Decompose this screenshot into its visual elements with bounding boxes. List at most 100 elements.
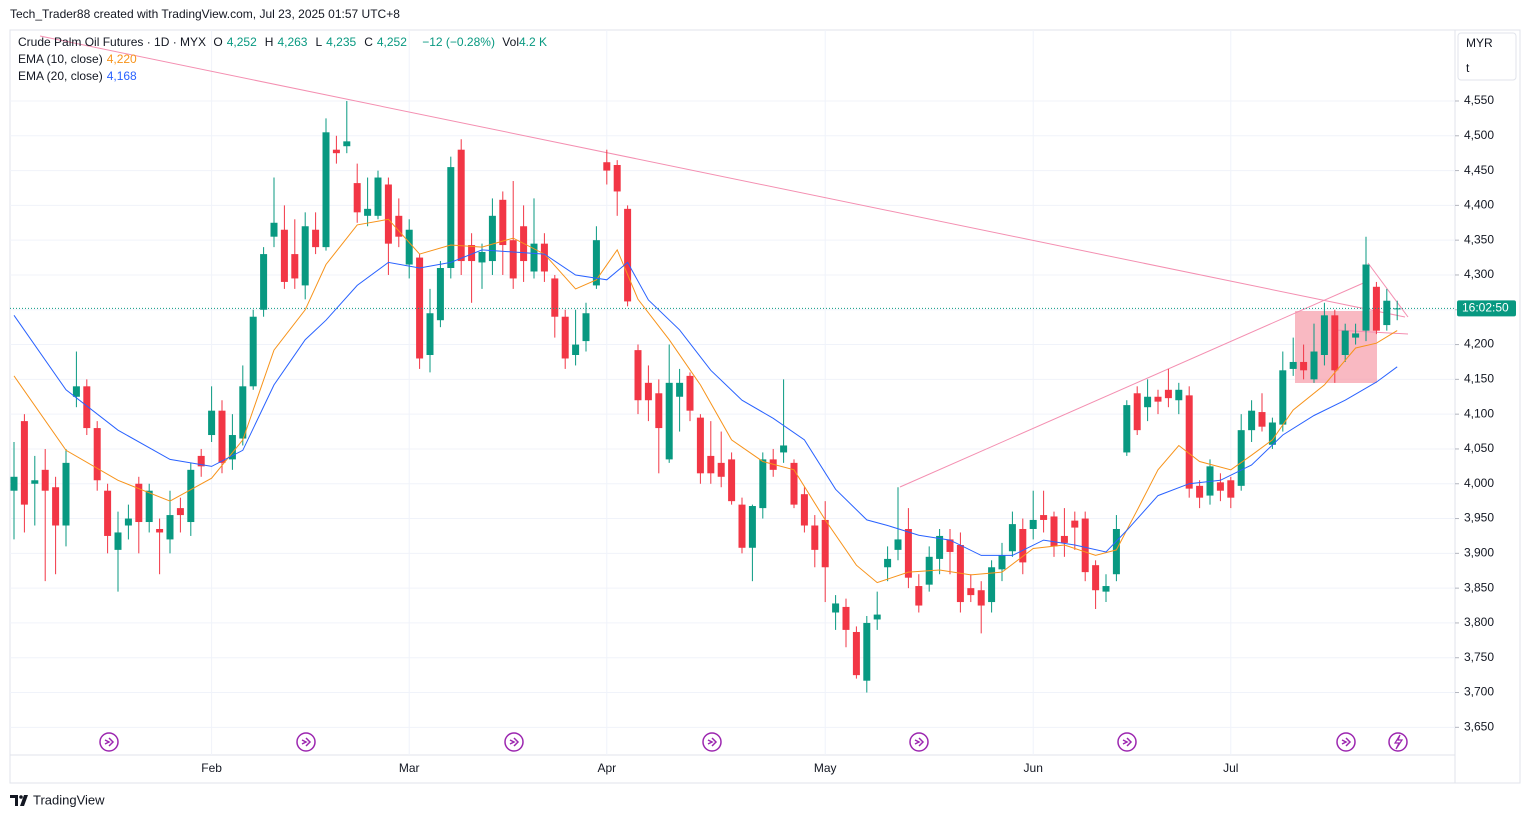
candle <box>624 205 632 307</box>
candle-body <box>374 177 382 216</box>
candle-body <box>416 257 424 359</box>
candle <box>904 508 912 589</box>
candle-body <box>197 455 205 467</box>
candle <box>353 163 361 223</box>
candle-body <box>478 252 486 263</box>
event-icon[interactable] <box>296 732 316 752</box>
candle-body <box>364 208 372 216</box>
candle <box>946 528 954 575</box>
candle-body <box>20 421 28 505</box>
candle <box>416 254 424 369</box>
candle-body <box>540 243 548 272</box>
candle <box>665 344 673 463</box>
candle-body <box>405 229 413 265</box>
candle-body <box>1133 393 1141 431</box>
candle-body <box>291 254 299 279</box>
event-icon[interactable] <box>1336 732 1356 752</box>
candle-body <box>1289 361 1297 369</box>
trend-line[interactable] <box>1367 262 1409 318</box>
candle-body <box>509 240 517 279</box>
event-icon[interactable] <box>1117 732 1137 752</box>
candle <box>83 379 91 436</box>
candle <box>135 476 143 554</box>
candle-body <box>353 183 361 213</box>
trend-line[interactable] <box>39 35 1406 318</box>
x-tick-label: Apr <box>597 761 616 775</box>
candle <box>1268 417 1276 449</box>
candle-body <box>1123 405 1131 453</box>
event-icon[interactable] <box>909 732 929 752</box>
candle <box>1279 351 1287 432</box>
candle-body <box>1196 485 1204 498</box>
candle <box>395 198 403 248</box>
candle <box>832 595 840 630</box>
candle-body <box>1341 330 1349 356</box>
candle <box>260 247 268 317</box>
candle-body <box>343 141 351 147</box>
candle-body <box>998 555 1006 570</box>
candle-body <box>1372 286 1380 331</box>
candle-body <box>634 350 642 401</box>
candle <box>1040 490 1048 533</box>
marks <box>10 100 1455 693</box>
candle-body <box>187 469 195 523</box>
y-tick-label: 3,900 <box>1464 546 1494 560</box>
candle-body <box>1019 528 1027 563</box>
candle <box>1102 574 1110 603</box>
candle <box>1092 560 1100 610</box>
event-icon[interactable] <box>99 732 119 752</box>
candle <box>364 177 372 227</box>
candle-body <box>395 215 403 237</box>
legend-header: Crude Palm Oil Futures · 1D · MYX O 4,252… <box>18 35 551 49</box>
candle-body <box>457 149 465 262</box>
candle <box>478 243 486 289</box>
ohlc-key: H <box>264 35 274 49</box>
x-tick-label: Mar <box>399 761 420 775</box>
candle <box>998 542 1006 582</box>
event-icon[interactable] <box>702 732 722 752</box>
candle-body <box>728 459 736 502</box>
candle-body <box>873 614 881 620</box>
candle <box>1289 337 1297 376</box>
x-tick-label: Feb <box>201 761 222 775</box>
x-tick-label: Jul <box>1223 761 1238 775</box>
candle <box>301 212 309 300</box>
candle <box>176 497 184 533</box>
candle <box>457 139 465 275</box>
watermark: Tech_Trader88 created with TradingView.c… <box>10 7 400 21</box>
trend-line[interactable] <box>899 280 1369 488</box>
candle-body <box>915 586 923 606</box>
currency-box[interactable] <box>1457 32 1517 81</box>
candle-body <box>1060 535 1068 543</box>
candle <box>769 448 777 477</box>
candle-body <box>166 515 174 540</box>
event-icon[interactable] <box>504 732 524 752</box>
candle-body <box>93 428 101 481</box>
brand-logo <box>10 795 28 806</box>
ohlc-legend: O 4,252 H 4,263 L 4,235 C 4,252 <box>213 35 415 49</box>
event-icon[interactable] <box>1388 732 1408 752</box>
candle <box>884 546 892 582</box>
ema-line <box>13 218 1398 584</box>
y-tick-label: 4,100 <box>1464 406 1494 420</box>
candle <box>1331 309 1339 383</box>
candle <box>644 365 652 422</box>
event-icons <box>99 732 1408 752</box>
change: −12 (−0.28%) <box>422 35 495 49</box>
candle-body <box>624 208 632 302</box>
ohlc-key: C <box>364 35 373 49</box>
candle <box>676 368 684 432</box>
candle-body <box>1102 586 1110 592</box>
candle-body <box>312 229 320 248</box>
candle-body <box>1248 410 1256 431</box>
candle-body <box>572 344 580 356</box>
candle <box>1144 379 1152 422</box>
ohlc-key: L <box>315 35 323 49</box>
candle-body <box>811 525 819 550</box>
candle <box>634 344 642 415</box>
candle <box>270 177 278 248</box>
ohlc-value: 4,252 <box>376 35 407 49</box>
y-tick-label: 4,200 <box>1464 337 1494 351</box>
